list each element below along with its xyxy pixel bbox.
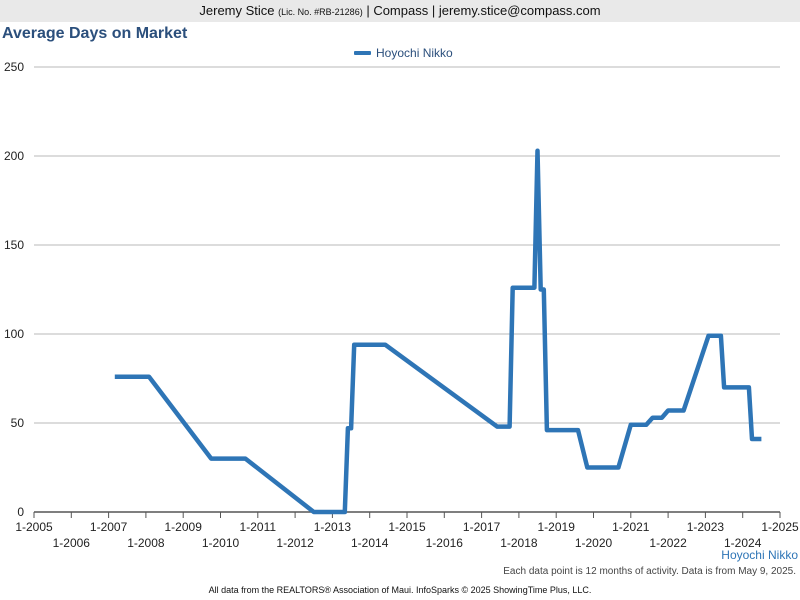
x-tick-label: 1-2009 [165, 520, 203, 534]
agent-name: Jeremy Stice [199, 3, 275, 18]
x-tick-label: 1-2021 [612, 520, 650, 534]
y-tick-label: 0 [17, 505, 24, 519]
y-tick-label: 250 [4, 60, 24, 74]
series-caption: Hoyochi Nikko [721, 548, 798, 562]
legend-swatch [354, 51, 371, 55]
x-tick-label: 1-2018 [500, 536, 538, 550]
agent-contact: | Compass | jeremy.stice@compass.com [366, 3, 601, 18]
agent-header: Jeremy Stice (Lic. No. #RB-21286) | Comp… [0, 0, 800, 22]
chart-title: Average Days on Market [2, 25, 188, 42]
x-tick-label: 1-2006 [53, 536, 91, 550]
series-line [114, 148, 762, 515]
x-tick-label: 1-2020 [575, 536, 613, 550]
y-tick-label: 50 [11, 416, 25, 430]
legend[interactable]: Hoyochi Nikko [354, 46, 453, 60]
x-tick-label: 1-2017 [463, 520, 501, 534]
y-tick-label: 200 [4, 149, 24, 163]
x-tick-label: 1-2025 [761, 520, 799, 534]
data-note: Each data point is 12 months of activity… [503, 566, 796, 577]
x-tick-label: 1-2015 [388, 520, 426, 534]
x-tick-label: 1-2012 [276, 536, 314, 550]
x-tick-label: 1-2007 [90, 520, 128, 534]
x-tick-label: 1-2024 [724, 536, 762, 550]
x-tick-label: 1-2008 [127, 536, 165, 550]
x-tick-label: 1-2010 [202, 536, 240, 550]
x-tick-label: 1-2014 [351, 536, 389, 550]
x-tick-label: 1-2019 [538, 520, 576, 534]
x-tick-label: 1-2022 [649, 536, 687, 550]
y-tick-label: 100 [4, 327, 24, 341]
x-tick-label: 1-2013 [314, 520, 352, 534]
x-tick-label: 1-2011 [240, 520, 277, 534]
x-tick-label: 1-2016 [426, 536, 464, 550]
license-number: (Lic. No. #RB-21286) [278, 7, 363, 17]
x-tick-label: 1-2023 [687, 520, 725, 534]
y-tick-label: 150 [4, 238, 24, 252]
x-tick-label: 1-2005 [15, 520, 53, 534]
data-credits: All data from the REALTORS® Association … [208, 585, 592, 595]
legend-label: Hoyochi Nikko [376, 46, 453, 60]
